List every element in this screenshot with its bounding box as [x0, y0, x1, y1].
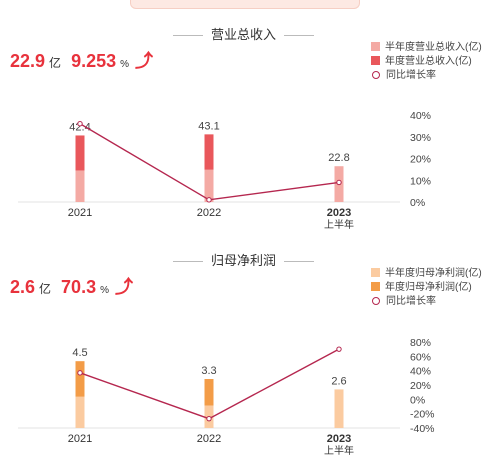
- x-tick-label: 2023: [327, 433, 351, 445]
- x-tick-label: 2022: [197, 433, 221, 445]
- x-tick-label: 2023: [327, 207, 351, 219]
- right-axis-tick-label: 40%: [410, 366, 431, 378]
- bar-data-label: 4.5: [72, 347, 87, 359]
- profit-unit: 亿: [39, 282, 52, 296]
- up-arrow-icon: ⤴: [115, 277, 133, 297]
- growth-rate-point: [336, 346, 342, 352]
- title-divider-left: [172, 35, 203, 37]
- bar-annual-1: [204, 134, 214, 170]
- right-axis-tick-label: 80%: [410, 337, 431, 349]
- title-divider-right: [284, 35, 314, 37]
- legend-swatch: [371, 282, 380, 291]
- revenue-growth-unit: %: [120, 59, 130, 70]
- legend-label: 半年度归母净利润(亿): [385, 268, 482, 279]
- bar-halfyear-1: [204, 169, 214, 202]
- profit-section-title: 归母净利润: [0, 250, 487, 269]
- profit-kpi: 2.6 亿 70.3% ⤴: [10, 273, 133, 297]
- revenue-title-text: 营业总收入: [210, 27, 276, 42]
- legend-item[interactable]: 同比增长率: [371, 69, 482, 83]
- growth-rate-point: [206, 415, 212, 422]
- legend-swatch: [371, 268, 380, 277]
- bar-annual-0: [75, 135, 85, 171]
- revenue-growth: 9.253: [71, 51, 117, 71]
- legend-swatch: [372, 71, 380, 79]
- bar-annual-0: [75, 361, 85, 397]
- right-axis-tick-label: 10%: [410, 175, 431, 187]
- bar-halfyear-2: [334, 389, 344, 428]
- bar-annual-1: [204, 379, 214, 406]
- legend-swatch: [371, 56, 380, 65]
- legend-item[interactable]: 年度营业总收入(亿): [371, 55, 482, 69]
- revenue-section-title: 营业总收入: [0, 24, 487, 43]
- right-axis-tick-label: 20%: [410, 154, 431, 166]
- profit-legend: 半年度归母净利润(亿) 年度归母净利润(亿) 同比增长率: [371, 267, 482, 309]
- legend-label: 半年度营业总收入(亿): [385, 42, 482, 53]
- bar-data-label: 2.6: [331, 375, 346, 387]
- growth-rate-point: [77, 121, 83, 127]
- growth-rate-point: [336, 179, 342, 186]
- right-axis-tick-label: -20%: [410, 409, 435, 421]
- right-axis-tick-label: 0%: [410, 197, 425, 209]
- profit-value: 2.6: [10, 277, 36, 297]
- x-tick-label: 2022: [197, 207, 221, 219]
- legend-label: 年度营业总收入(亿): [385, 56, 472, 67]
- legend-item[interactable]: 同比增长率: [371, 295, 482, 309]
- right-axis-tick-label: 30%: [410, 132, 431, 144]
- legend-item[interactable]: 半年度营业总收入(亿): [371, 41, 482, 55]
- right-axis-tick-label: 40%: [410, 110, 431, 122]
- revenue-value: 22.9: [10, 51, 46, 71]
- legend-item[interactable]: 年度归母净利润(亿): [371, 281, 482, 295]
- top-tab-strip: [130, 0, 360, 9]
- legend-label: 年度归母净利润(亿): [385, 282, 472, 293]
- bar-halfyear-0: [75, 170, 85, 202]
- title-divider-left: [172, 261, 203, 263]
- x-tick-sublabel: 上半年: [324, 444, 354, 457]
- revenue-kpi: 22.9 亿 9.253% ⤴: [10, 47, 154, 71]
- x-tick-label: 2021: [68, 433, 92, 445]
- legend-label: 同比增长率: [386, 296, 436, 307]
- right-axis-tick-label: 0%: [410, 394, 425, 406]
- profit-title-text: 归母净利润: [210, 253, 276, 268]
- right-axis-tick-label: 20%: [410, 380, 431, 392]
- bar-data-label: 42.4: [69, 121, 90, 133]
- revenue-unit: 亿: [49, 56, 62, 70]
- right-axis-tick-label: -40%: [410, 423, 435, 435]
- revenue-chart: 40% 30% 20% 10% 0% 42.4 2021 43.1 2022 22.8 2023上半…: [18, 110, 431, 231]
- legend-label: 同比增长率: [386, 70, 436, 81]
- profit-growth-unit: %: [100, 285, 109, 296]
- bar-data-label: 22.8: [328, 152, 349, 164]
- legend-swatch: [372, 297, 380, 305]
- legend-item[interactable]: 半年度归母净利润(亿): [371, 267, 482, 281]
- up-arrow-icon: ⤴: [135, 51, 154, 71]
- revenue-legend: 半年度营业总收入(亿) 年度营业总收入(亿) 同比增长率: [371, 41, 482, 83]
- bar-halfyear-0: [75, 396, 85, 428]
- bar-data-label: 43.1: [198, 120, 219, 132]
- growth-rate-point: [77, 370, 83, 376]
- x-tick-label: 2021: [68, 207, 92, 219]
- right-axis-tick-label: 60%: [410, 351, 431, 363]
- x-tick-sublabel: 上半年: [324, 218, 354, 231]
- growth-rate-point: [206, 197, 212, 203]
- title-divider-right: [284, 261, 314, 263]
- bar-data-label: 3.3: [201, 365, 216, 377]
- legend-swatch: [371, 42, 380, 51]
- profit-growth: 70.3: [61, 277, 97, 297]
